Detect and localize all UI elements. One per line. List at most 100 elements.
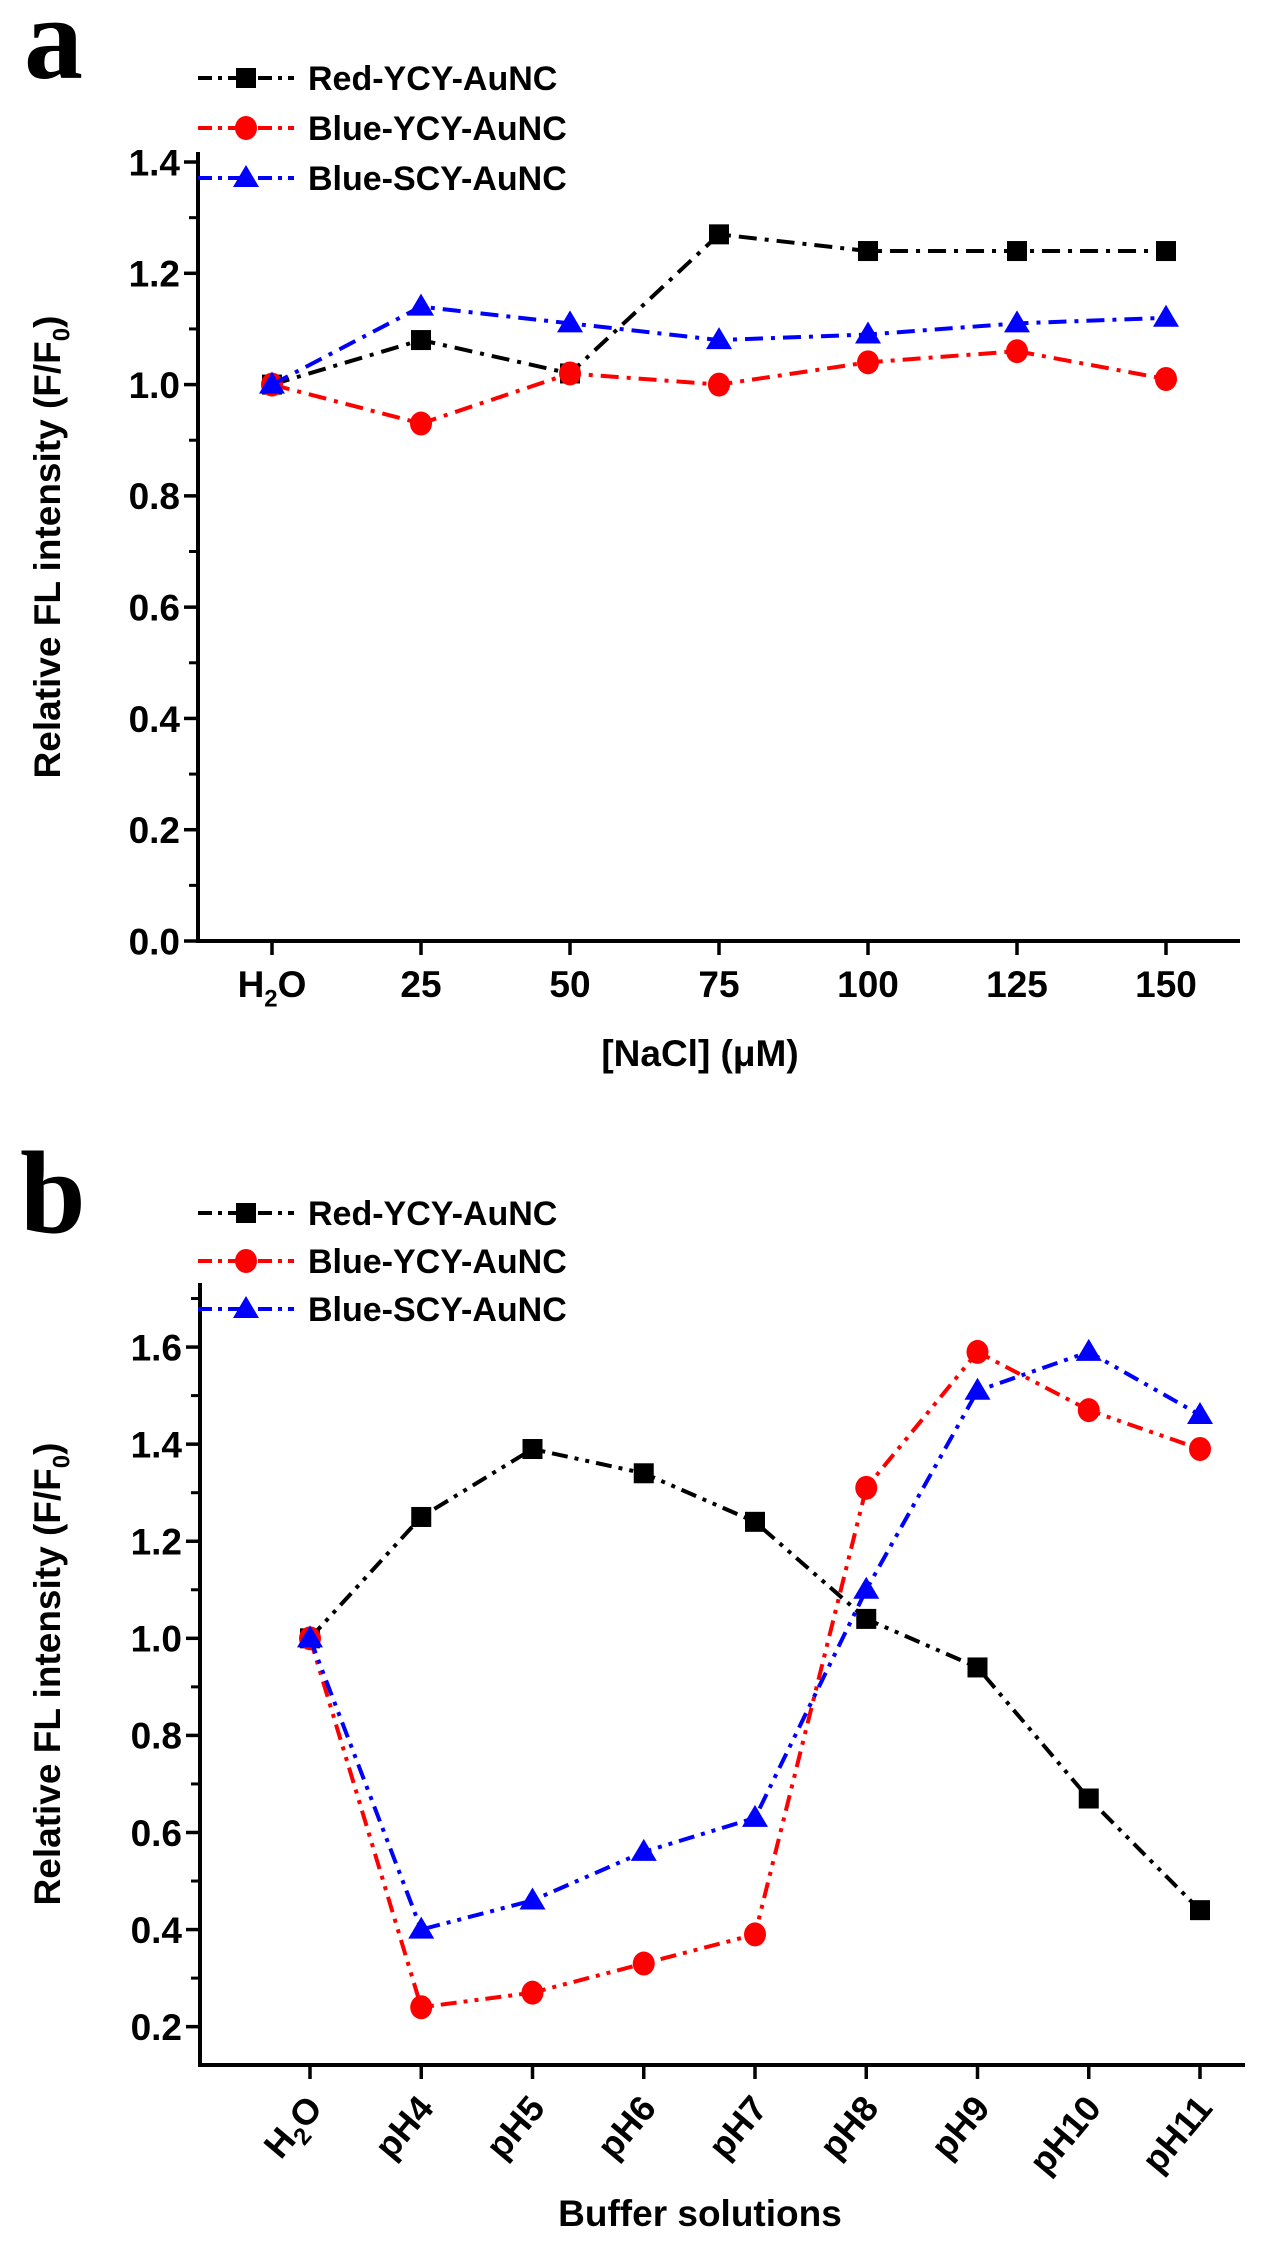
series-marker-blue-ycy-aunc: [632, 1951, 655, 1976]
y-tick-label: 1.6: [131, 1327, 182, 1368]
series-marker-blue-scy-aunc: [297, 1625, 323, 1648]
legend-label: Blue-YCY-AuNC: [308, 1243, 567, 1281]
legend-circle-icon: [235, 1249, 257, 1273]
legend-square-icon: [236, 1203, 256, 1223]
series-marker-blue-scy-aunc: [408, 293, 434, 316]
x-tick-label: H2O: [238, 964, 307, 1012]
series-line-red-ycy-aunc: [271, 232, 1166, 387]
series-marker-blue-ycy-aunc: [1155, 367, 1177, 392]
series-marker-blue-ycy-aunc: [744, 1922, 766, 1947]
series-marker-blue-scy-aunc: [742, 1804, 768, 1827]
y-tick-label: 0.8: [129, 476, 180, 517]
x-tick-label: pH5: [478, 2088, 553, 2166]
series-marker-blue-scy-aunc: [1187, 1402, 1213, 1425]
x-tick-label: pH8: [811, 2088, 886, 2166]
series-marker-blue-scy-aunc: [557, 310, 583, 333]
y-tick-label: 1.4: [131, 1424, 183, 1465]
series-marker-red-ycy-aunc: [709, 224, 729, 245]
series-marker-blue-ycy-aunc: [521, 1980, 544, 2005]
y-tick-label: 1.4: [129, 142, 181, 183]
panel-a: 0.0 0.2 0.4 0.6 0.8 1.0 1.2 1.4 H2O 25 50 75 100 125 1…: [27, 60, 1240, 1074]
series-marker-blue-ycy-aunc: [1006, 339, 1028, 364]
legend-item: Red-YCY-AuNC: [198, 60, 557, 98]
legend-triangle-icon: [233, 1296, 259, 1318]
y-tick-label: 0.8: [131, 1716, 182, 1757]
series-marker-blue-scy-aunc: [855, 321, 881, 344]
series-marker-blue-scy-aunc: [259, 371, 285, 394]
x-tick-label: pH9: [923, 2088, 998, 2166]
x-tick-label: 50: [549, 964, 590, 1005]
x-tick-label: H2O: [255, 2088, 335, 2170]
series-line-blue-ycy-aunc: [308, 1349, 1201, 2010]
legend-label: Blue-SCY-AuNC: [308, 1291, 567, 1329]
series-marker-red-ycy-aunc: [967, 1657, 988, 1678]
panel-b-letter: b: [20, 1127, 86, 1258]
series-marker-blue-ycy-aunc: [559, 361, 581, 386]
panel-a-letter: a: [24, 0, 83, 104]
legend-label: Red-YCY-AuNC: [308, 60, 557, 98]
legend-label: Red-YCY-AuNC: [308, 1195, 557, 1233]
y-tick-label: 0.6: [131, 1813, 182, 1854]
series-marker-blue-scy-aunc: [853, 1576, 880, 1599]
series-marker-blue-ycy-aunc: [857, 350, 879, 375]
y-tick-label: 1.0: [131, 1619, 182, 1660]
legend-item: Blue-SCY-AuNC: [198, 160, 567, 198]
series-marker-blue-ycy-aunc: [410, 411, 432, 436]
series-marker-blue-scy-aunc: [1075, 1338, 1102, 1361]
y-tick-label: 0.2: [131, 2007, 182, 2048]
y-tick-label: 0.4: [129, 699, 181, 740]
y-tick-label: 0.0: [129, 921, 180, 962]
x-tick-label: pH10: [1021, 2088, 1109, 2182]
x-tick-label: 25: [400, 964, 441, 1005]
series-marker-blue-ycy-aunc: [410, 1995, 433, 2020]
legend-item: Blue-SCY-AuNC: [198, 1291, 567, 1329]
series-marker-red-ycy-aunc: [858, 241, 878, 262]
series-marker-blue-scy-aunc: [1004, 310, 1030, 333]
panel-b: 0.2 0.4 0.6 0.8 1.0 1.2 1.4 1.6 H2O pH4 pH5 pH6 pH7 p…: [27, 1195, 1245, 2234]
series-marker-red-ycy-aunc: [522, 1439, 543, 1460]
series-marker-blue-ycy-aunc: [966, 1339, 989, 1364]
y-tick-label: 1.0: [129, 365, 180, 406]
x-tick-label: pH6: [589, 2088, 664, 2166]
series-marker-red-ycy-aunc: [411, 1506, 432, 1527]
x-tick-label: 150: [1135, 964, 1197, 1005]
series-marker-red-ycy-aunc: [633, 1463, 654, 1484]
series-marker-red-ycy-aunc: [411, 330, 431, 351]
x-tick-label: 125: [986, 964, 1048, 1005]
y-tick-label: 0.6: [129, 587, 180, 628]
series-marker-blue-ycy-aunc: [708, 372, 730, 397]
y-axis-title: Relative FL intensity (F/F0): [27, 316, 75, 779]
series-marker-blue-ycy-aunc: [855, 1475, 878, 1500]
series-marker-red-ycy-aunc: [1156, 241, 1176, 262]
legend-circle-icon: [235, 116, 257, 140]
series-marker-red-ycy-aunc: [745, 1511, 765, 1532]
legend-square-icon: [236, 68, 256, 88]
y-tick-label: 0.4: [131, 1910, 183, 1951]
x-axis-title: [NaCl] (μM): [601, 1033, 798, 1074]
y-tick-label: 1.2: [131, 1522, 182, 1563]
legend-item: Blue-YCY-AuNC: [198, 110, 567, 148]
x-tick-label: pH4: [366, 2088, 441, 2166]
legend-triangle-icon: [233, 165, 259, 187]
x-tick-label: pH7: [700, 2088, 775, 2166]
x-tick-label: 75: [698, 964, 739, 1005]
series-marker-blue-ycy-aunc: [1077, 1398, 1100, 1423]
series-marker-blue-ycy-aunc: [1189, 1437, 1211, 1462]
x-axis-title: Buffer solutions: [558, 2193, 842, 2234]
legend-item: Blue-YCY-AuNC: [198, 1243, 567, 1281]
legend-label: Blue-SCY-AuNC: [308, 160, 567, 198]
x-tick-label: 100: [837, 964, 899, 1005]
series-marker-red-ycy-aunc: [1007, 241, 1027, 262]
series-marker-blue-scy-aunc: [706, 327, 732, 350]
series-marker-blue-scy-aunc: [519, 1887, 546, 1910]
legend-item: Red-YCY-AuNC: [198, 1195, 557, 1233]
x-tick-label: pH11: [1133, 2088, 1220, 2180]
y-tick-label: 0.2: [129, 810, 180, 851]
y-axis-title: Relative FL intensity (F/F0): [27, 1443, 75, 1906]
legend-label: Blue-YCY-AuNC: [308, 110, 567, 148]
series-marker-blue-scy-aunc: [408, 1916, 435, 1939]
series-line-blue-scy-aunc: [308, 1349, 1201, 1932]
series-marker-red-ycy-aunc: [1078, 1788, 1099, 1809]
